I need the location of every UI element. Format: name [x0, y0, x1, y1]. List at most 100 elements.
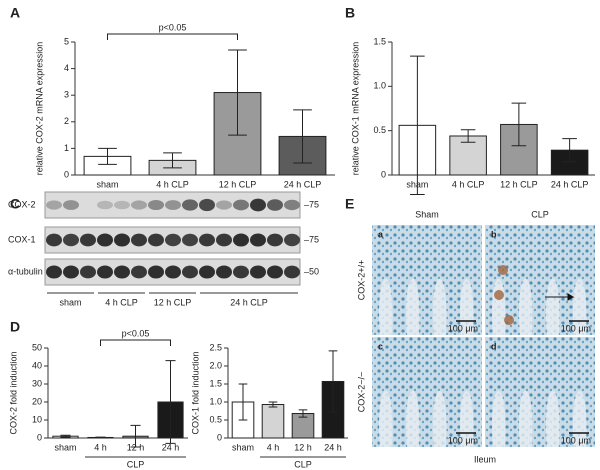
blot-band	[131, 265, 147, 279]
blot-band	[233, 199, 249, 211]
x-tick-label: sham	[96, 179, 118, 189]
annotation: p<0.05	[122, 328, 150, 338]
blot-band	[267, 233, 283, 247]
x-tick-label: 12 h CLP	[500, 179, 538, 189]
blot-band	[182, 199, 198, 211]
blot-marker: –75	[304, 199, 319, 209]
y-tick-label: 0	[381, 169, 386, 179]
blot-band	[63, 265, 79, 279]
error-bar	[163, 152, 182, 169]
histology-column: Sham	[415, 209, 439, 219]
blot-band	[250, 265, 266, 279]
blot-band	[284, 265, 300, 279]
villus	[518, 390, 533, 447]
histology-panel-letter: d	[491, 341, 497, 351]
villus	[378, 278, 393, 335]
histology-row: COX-2−/−	[356, 372, 366, 413]
lane-group-label: 4 h CLP	[105, 297, 138, 307]
arrow	[545, 293, 575, 301]
stained-cell	[504, 315, 514, 325]
blot-band	[148, 233, 164, 247]
blot-band	[114, 200, 130, 210]
blot-band	[46, 233, 62, 247]
villus	[545, 278, 560, 335]
villus	[405, 278, 420, 335]
histology-panel-letter: a	[378, 229, 384, 239]
y-axis-label: COX-1 fold induction	[190, 351, 200, 434]
blot-band	[250, 233, 266, 247]
scale-label: 100 μm	[448, 323, 478, 333]
y-tick-label: 40	[32, 360, 42, 370]
y-axis-label: COX-2 fold induction	[8, 351, 18, 434]
blot-band	[46, 265, 62, 279]
y-tick-label: 1.5	[373, 36, 386, 46]
y-tick-label: 1.0	[373, 81, 386, 91]
x-tick-label: 4 h CLP	[452, 179, 485, 189]
significance-bracket	[100, 339, 171, 346]
blot-row-label: α-tubulin	[8, 266, 43, 276]
scale-label: 100 μm	[448, 435, 478, 445]
x-tick-label: sham	[54, 442, 76, 452]
blot-marker: –50	[304, 266, 319, 276]
y-tick-label: 50	[32, 342, 42, 352]
significance-bracket	[107, 33, 238, 40]
x-tick-label: 4 h CLP	[156, 179, 189, 189]
error-bar	[328, 350, 338, 413]
villus	[518, 278, 533, 335]
blot-row-label: COX-1	[8, 234, 36, 244]
y-tick-label: 20	[32, 396, 42, 406]
y-tick-label: 1.5	[209, 378, 222, 388]
error-bar	[228, 49, 247, 136]
y-tick-label: 30	[32, 378, 42, 388]
error-bar	[60, 434, 71, 438]
blot-band	[63, 233, 79, 247]
villus	[405, 390, 420, 447]
blot-band	[182, 233, 198, 247]
panel-letter: D	[10, 319, 20, 335]
blot-band	[97, 200, 113, 210]
y-tick-label: 0	[64, 169, 69, 179]
blot-band	[250, 198, 266, 212]
annotation: p<0.05	[159, 22, 187, 32]
villus	[545, 390, 560, 447]
blot-band	[80, 265, 96, 279]
blot-band	[131, 200, 147, 210]
error-bar	[98, 147, 117, 165]
x-tick-label: 12 h CLP	[219, 179, 257, 189]
y-tick-label: 10	[32, 414, 42, 424]
x-tick-label: sham	[406, 179, 428, 189]
x-tick-label: 24 h CLP	[551, 179, 589, 189]
blot-band	[97, 233, 113, 247]
blot-band	[233, 233, 249, 247]
blot-marker: –75	[304, 234, 319, 244]
blot-band	[267, 265, 283, 279]
villus	[491, 390, 506, 447]
y-tick-label: 4	[64, 63, 69, 73]
blot-band	[284, 233, 300, 247]
histology-row: COX-2+/+	[356, 260, 366, 301]
blot-band	[182, 265, 198, 279]
blot-band	[131, 233, 147, 247]
group-label: CLP	[294, 459, 312, 469]
x-tick-label: 24 h	[324, 442, 342, 452]
y-tick-label: 0.5	[373, 125, 386, 135]
panel-letter: A	[10, 5, 20, 21]
error-bar	[511, 102, 527, 147]
blot-band	[199, 265, 215, 279]
error-bar	[238, 383, 248, 421]
histology-panel-letter: c	[378, 341, 383, 351]
blot-band	[165, 265, 181, 279]
error-bar	[562, 138, 577, 163]
lane-group-label: 12 h CLP	[154, 297, 192, 307]
y-tick-label: 0	[37, 432, 42, 442]
x-tick-label: 24 h	[162, 442, 180, 452]
blot-band	[114, 265, 130, 279]
x-tick-label: 4 h	[94, 442, 107, 452]
blot-band	[216, 265, 232, 279]
blot-band	[165, 200, 181, 210]
blot-band	[165, 233, 181, 247]
blot-band	[148, 265, 164, 279]
blot-band	[267, 199, 283, 211]
error-bar	[165, 360, 176, 444]
